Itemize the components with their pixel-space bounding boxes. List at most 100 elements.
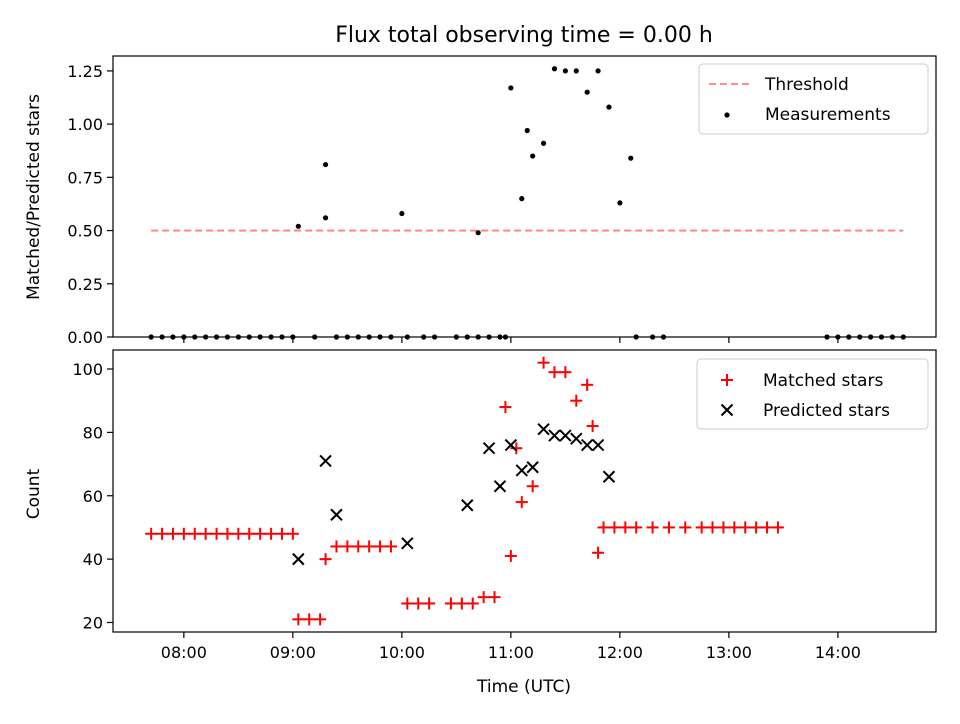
predicted-star-point (537, 423, 550, 436)
matched-star-point (319, 553, 332, 566)
ratio-y-tick-label: 0.75 (67, 168, 103, 187)
legend-matched-label: Matched stars (763, 371, 883, 391)
x-tick-label: 09:00 (270, 643, 316, 662)
predicted-star-point (570, 432, 583, 445)
matched-star-point (352, 540, 365, 553)
matched-star-point (761, 521, 774, 534)
predicted-star-point (559, 429, 572, 442)
matched-star-point (619, 521, 632, 534)
matched-star-point (559, 366, 572, 379)
ratio-y-tick-label: 0.00 (67, 328, 103, 347)
matched-star-point (466, 597, 479, 610)
y-axis-label-count: Count (24, 468, 44, 519)
matched-star-point (412, 597, 425, 610)
matched-star-point (384, 540, 397, 553)
matched-star-point (286, 527, 299, 540)
measurement-point (530, 153, 536, 159)
matched-star-point (526, 480, 539, 493)
predicted-star-point (319, 454, 332, 468)
ratio-y-tick-label: 1.00 (67, 115, 103, 134)
predicted-star-point (461, 499, 474, 512)
matched-star-point (537, 356, 550, 369)
matched-star-point (679, 521, 692, 534)
count-y-tick-label: 60 (83, 487, 103, 506)
ratio-panel: Flux total observing time = 0.00 h Match… (24, 23, 937, 347)
matched-star-point (423, 597, 436, 610)
measurement-point (562, 68, 568, 74)
measurement-point (551, 66, 558, 72)
ratio-ticks: 0.00 0.25 0.50 0.75 1.00 1.25 (67, 62, 839, 347)
count-panel: Count Time (UTC) 20 40 60 80 100 08:00 09:00 10… (24, 349, 937, 697)
matched-star-point (292, 613, 305, 626)
x-tick-label: 08:00 (161, 643, 207, 662)
measurement-point (628, 155, 634, 161)
matched-star-point (646, 521, 659, 534)
matched-star-point (455, 597, 468, 610)
x-tick-label: 11:00 (488, 643, 534, 662)
matched-star-point (510, 442, 523, 455)
matched-star-point (166, 527, 179, 540)
ratio-plot-frame (112, 55, 937, 338)
count-plot-frame (112, 349, 937, 633)
measurement-point (595, 68, 601, 74)
matched-star-point (570, 394, 583, 407)
ratio-y-tick-label: 0.50 (67, 222, 103, 241)
x-tick-label: 13:00 (706, 643, 752, 662)
matched-star-point (444, 597, 457, 610)
matched-star-point (199, 527, 212, 540)
measurement-point (322, 215, 329, 221)
ratio-legend-box (698, 63, 929, 135)
matched-star-point (243, 527, 256, 540)
predicted-star-point (330, 508, 343, 521)
matched-star-point (156, 527, 169, 540)
predicted-star-point (526, 461, 539, 474)
predicted-star-point (493, 480, 507, 493)
y-axis-label-ratio: Matched/Predicted stars (24, 94, 44, 300)
predicted-star-point (591, 438, 605, 452)
matched-star-point (771, 521, 784, 534)
predicted-star-point (515, 464, 528, 477)
matched-star-point (499, 401, 512, 414)
predicted-star-point (482, 442, 496, 455)
matched-star-point (504, 549, 517, 562)
matched-star-point (210, 527, 223, 540)
measurement-point (399, 210, 405, 217)
count-legend: Matched stars Predicted stars (696, 358, 929, 430)
legend-predicted-label: Predicted stars (763, 401, 890, 421)
count-y-tick-label: 100 (72, 360, 103, 379)
predicted-star-point (580, 438, 594, 452)
x-tick-label: 12:00 (597, 643, 643, 662)
measurement-point (508, 85, 514, 91)
matched-star-point (330, 540, 343, 553)
matched-star-point (630, 521, 643, 534)
matched-star-point (608, 521, 621, 534)
legend-measurement-label: Measurements (765, 105, 891, 125)
matched-star-point (314, 613, 327, 626)
matched-star-point (177, 527, 190, 540)
measurement-point (295, 223, 301, 229)
legend-measurement-swatch (724, 112, 730, 118)
predicted-star-point (548, 429, 561, 442)
measurement-point (322, 161, 329, 168)
ratio-y-tick-label: 1.25 (67, 62, 103, 81)
x-axis-label: Time (UTC) (476, 677, 571, 697)
matched-star-point (662, 521, 675, 534)
matched-star-point (728, 521, 741, 534)
count-points (145, 356, 784, 626)
matched-star-point (401, 597, 414, 610)
legend-predicted-swatch (720, 403, 734, 417)
predicted-star-point (504, 438, 518, 452)
measurement-point (573, 68, 579, 74)
legend-threshold-label: Threshold (764, 75, 849, 95)
chart-title: Flux total observing time = 0.00 h (335, 23, 713, 48)
count-y-tick-label: 80 (83, 423, 103, 442)
matched-star-point (548, 366, 561, 379)
matched-star-point (265, 527, 278, 540)
matched-star-point (303, 613, 316, 626)
matched-star-point (275, 527, 288, 540)
matched-star-point (232, 527, 245, 540)
count-ticks: 20 40 60 80 100 08:00 09:00 10:00 11:00 12:00 13:0… (72, 360, 860, 662)
measurement-point (584, 89, 590, 95)
x-tick-label: 10:00 (379, 643, 425, 662)
